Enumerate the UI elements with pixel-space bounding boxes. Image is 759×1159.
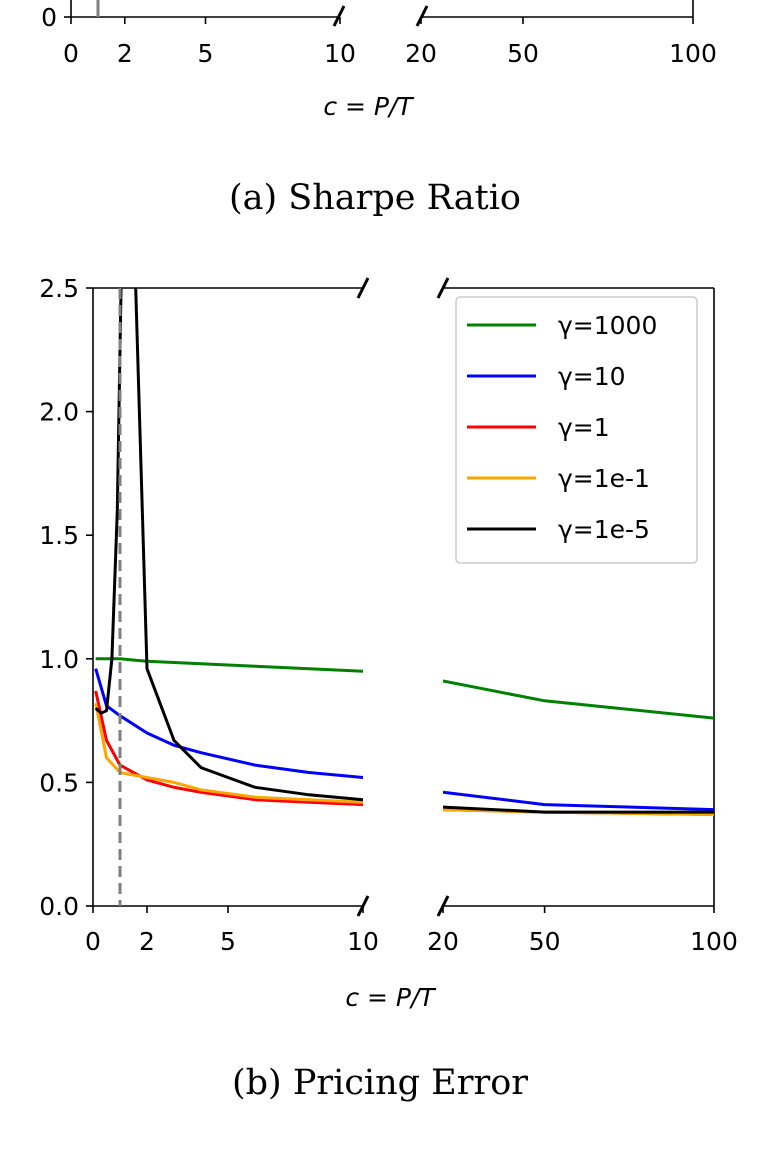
chart-b-ytick-label: 1.0 [39, 645, 79, 674]
chart-b-xtick-label: 5 [220, 927, 236, 956]
series-line-10-right [443, 790, 714, 812]
legend-label-1: γ=1 [558, 413, 610, 442]
legend-label-1000: γ=1000 [558, 311, 657, 340]
chart-a-xtick-label: 0 [63, 39, 79, 68]
chart-a: 0 2 5 10 20 50 100 0 c = P/T (a) Sharpe Ratio [41, 0, 717, 218]
chart-a-xtick-label: 10 [324, 39, 356, 68]
chart-b-ytick-label: 0.0 [39, 892, 79, 921]
chart-b-caption: (b) Pricing Error [232, 1063, 528, 1103]
legend-frame [455, 296, 698, 564]
chart-a-xtick-label: 20 [405, 39, 437, 68]
chart-b-axes [92, 277, 715, 917]
series-line-10-left [94, 668, 363, 779]
chart-a-xlabel: c = P/T [323, 92, 414, 121]
chart-b-xtick-label: 0 [85, 927, 101, 956]
chart-a-axes [70, 0, 694, 27]
chart-a-caption: (a) Sharpe Ratio [229, 178, 521, 218]
chart-a-ytick-label: 0 [41, 3, 57, 32]
chart-b-xtick-label: 10 [347, 927, 379, 956]
chart-b-xtick-label: 2 [139, 927, 155, 956]
chart-a-xtick-label: 100 [669, 39, 717, 68]
chart-b-xtick-label: 100 [690, 927, 738, 956]
chart-b-xtick-label: 50 [529, 927, 561, 956]
chart-b-ytick-label: 2.5 [39, 274, 79, 303]
chart-b: 0.00.51.01.52.02.50 2 5 10 20 50 100 γ=1000γ=1… [39, 274, 738, 1103]
chart-b-ytick-label: 1.5 [39, 521, 79, 550]
chart-a-ticks: 0 2 5 10 20 50 100 0 [41, 3, 717, 68]
chart-b-legend: γ=1000 γ=10 γ=1 γ=1e-1 γ=1e-5 [455, 296, 698, 564]
series-line-1e-5-right [443, 805, 714, 814]
chart-b-break-top-right [436, 277, 450, 299]
series-line-1-left [94, 690, 363, 807]
chart-b-series [94, 288, 714, 816]
chart-b-xtick-label: 20 [427, 927, 459, 956]
chart-b-ticks: 0.0 0.5 1.0 1.5 2.0 2.5 0 2 5 10 20 50 100 [39, 274, 738, 956]
chart-a-xtick-label: 2 [117, 39, 133, 68]
chart-a-break-right [415, 5, 429, 27]
legend-label-1e-1: γ=1e-1 [558, 464, 650, 493]
legend-label-1e-5: γ=1e-5 [558, 515, 650, 544]
chart-b-xlabel: c = P/T [345, 983, 436, 1012]
series-line-1000-left [95, 657, 363, 673]
chart-a-xtick-label: 5 [198, 39, 214, 68]
chart-b-ytick-label: 0.5 [39, 768, 79, 797]
legend-label-10: γ=10 [558, 362, 626, 391]
chart-b-ytick-label: 2.0 [39, 398, 79, 427]
series-line-1e-1-left [94, 703, 363, 804]
chart-a-xtick-label: 50 [507, 39, 539, 68]
series-line-1e-5-left [94, 288, 363, 802]
chart-a-break-left [332, 5, 346, 27]
chart-b-break-top-left [356, 277, 370, 299]
series-line-1000-right [443, 679, 714, 720]
